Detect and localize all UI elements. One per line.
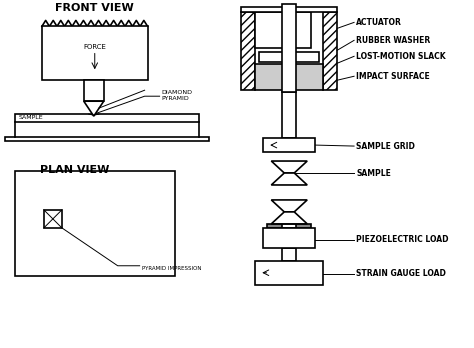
Bar: [291, 64, 323, 90]
Bar: [15, 114, 200, 122]
Bar: [323, 13, 337, 90]
Bar: [283, 5, 296, 92]
Bar: [5, 137, 210, 141]
Text: DIAMOND
PYRAMID: DIAMOND PYRAMID: [162, 90, 192, 101]
Text: STRAIN GAUGE LOAD: STRAIN GAUGE LOAD: [356, 269, 446, 278]
Bar: [241, 13, 255, 90]
Polygon shape: [271, 173, 307, 185]
Text: IMPACT SURFACE: IMPACT SURFACE: [356, 72, 430, 81]
Text: SAMPLE: SAMPLE: [19, 114, 44, 120]
Bar: [283, 92, 296, 138]
Bar: [264, 138, 315, 152]
Bar: [267, 224, 311, 228]
Bar: [255, 261, 323, 285]
Polygon shape: [84, 101, 104, 116]
Bar: [283, 224, 296, 228]
Bar: [283, 248, 296, 261]
Bar: [264, 228, 315, 248]
Bar: [255, 64, 287, 90]
Polygon shape: [271, 161, 307, 173]
Text: PLAN VIEW: PLAN VIEW: [40, 165, 109, 175]
Bar: [241, 7, 337, 13]
Bar: [259, 52, 319, 62]
Text: SAMPLE: SAMPLE: [356, 168, 391, 177]
Text: ACTUATOR: ACTUATOR: [356, 18, 402, 27]
Polygon shape: [271, 212, 307, 224]
Bar: [255, 13, 311, 48]
Bar: [15, 171, 174, 276]
Text: SAMPLE GRID: SAMPLE GRID: [356, 142, 415, 151]
Bar: [84, 80, 104, 101]
Polygon shape: [271, 200, 307, 212]
Text: RUBBER WASHER: RUBBER WASHER: [356, 36, 430, 45]
Bar: [42, 26, 147, 80]
Text: FORCE: FORCE: [83, 44, 106, 50]
Bar: [44, 210, 62, 228]
Text: FRONT VIEW: FRONT VIEW: [55, 3, 134, 14]
Text: PYRAMID IMPRESSION: PYRAMID IMPRESSION: [142, 266, 201, 271]
Text: PIEZOELECTRIC LOAD: PIEZOELECTRIC LOAD: [356, 235, 448, 244]
Text: LOST-MOTION SLACK: LOST-MOTION SLACK: [356, 52, 446, 61]
